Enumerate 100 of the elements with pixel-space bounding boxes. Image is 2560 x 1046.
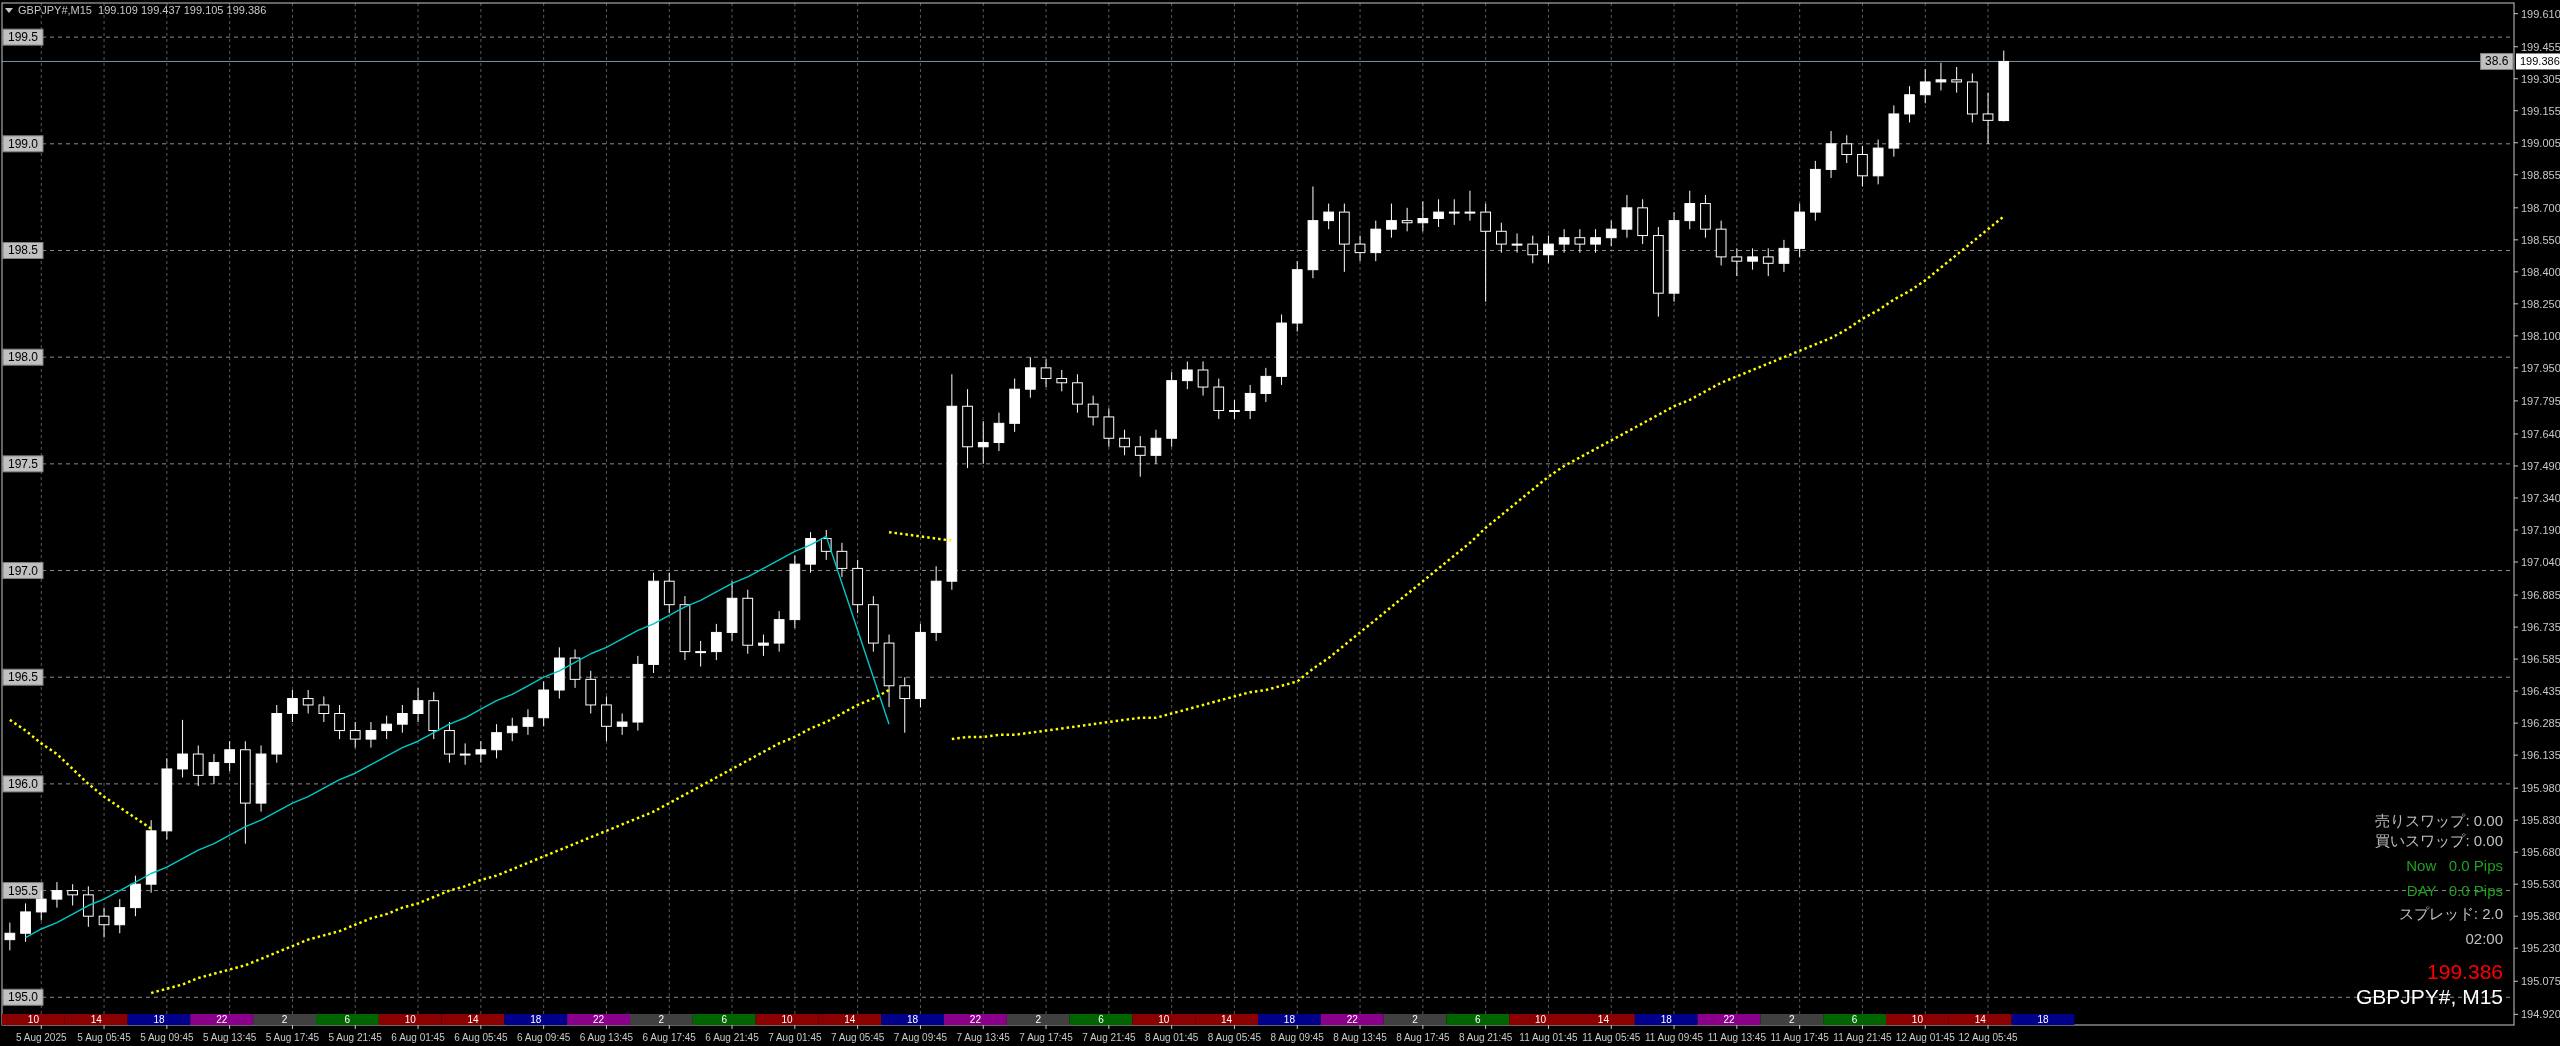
x-tick-label: 11 Aug 05:45 <box>1582 1032 1641 1043</box>
x-tick-label: 8 Aug 01:45 <box>1144 1032 1199 1043</box>
data-label: 10 <box>27 1014 40 1025</box>
data-label: 10 <box>1535 1014 1547 1025</box>
annotation: DAY 0.0 Pips <box>2406 882 2503 899</box>
x-tick-label: 11 Aug 21:45 <box>1833 1032 1892 1043</box>
x-tick-label: 7 Aug 21:45 <box>1082 1032 1136 1043</box>
candlestick <box>1605 220 1617 247</box>
line-series <box>950 215 2005 741</box>
x-tick-label: 11 Aug 09:45 <box>1644 1032 1704 1043</box>
ref-line-label: 198.0 <box>7 350 39 365</box>
data-label: 14 <box>467 1014 479 1025</box>
candlestick <box>444 721 455 764</box>
candlestick <box>1370 220 1382 262</box>
candlestick <box>1040 358 1052 388</box>
data-label: 10 <box>1158 1014 1170 1025</box>
candlestick <box>224 740 236 772</box>
candlestick <box>1982 92 1994 145</box>
line-series <box>8 718 153 830</box>
candlestick <box>1495 222 1507 254</box>
x-tick-label: 5 Aug 09:45 <box>140 1032 194 1043</box>
candlestick <box>710 623 722 661</box>
candlestick <box>491 723 502 759</box>
candlestick <box>82 885 94 928</box>
candlestick <box>899 676 911 734</box>
annotation: 売りスワップ: 0.00 <box>2375 812 2503 829</box>
candlestick <box>773 610 785 653</box>
candlestick <box>601 695 612 742</box>
annotation: スプレッド: 2.0 <box>2398 905 2503 922</box>
candlestick <box>993 412 1005 452</box>
candlestick <box>695 640 707 668</box>
x-tick-label: 6 Aug 21:45 <box>705 1032 760 1043</box>
candlestick <box>1857 145 1868 187</box>
data-label: 18 <box>530 1014 542 1025</box>
x-tick-label: 11 Aug 17:45 <box>1770 1032 1830 1043</box>
annotation: 38.6 <box>2485 54 2509 69</box>
candlestick <box>1464 190 1476 222</box>
x-tick-label: 6 Aug 17:45 <box>642 1032 697 1043</box>
candlestick <box>1558 228 1570 254</box>
candlestick <box>1448 198 1460 226</box>
candlestick <box>1935 62 1947 91</box>
y-tick-label: 199.610 <box>2521 7 2560 20</box>
candlestick <box>208 753 220 785</box>
annotation: 02:00 <box>2465 930 2503 947</box>
candlestick <box>1919 68 1931 104</box>
y-tick-label: 198.550 <box>2521 233 2560 246</box>
candlestick <box>1024 356 1036 399</box>
annotation: 買いスワップ: 0.00 <box>2375 832 2503 849</box>
ref-line-label: 199.386 <box>2520 55 2560 68</box>
candlestick <box>1181 360 1193 390</box>
candlestick <box>569 648 581 689</box>
data-label: 10 <box>781 1014 793 1025</box>
candlestick <box>1229 399 1240 420</box>
candlestick <box>1056 369 1068 392</box>
x-tick-label: 7 Aug 01:45 <box>768 1032 822 1043</box>
x-tick-label: 8 Aug 13:45 <box>1333 1032 1388 1043</box>
candlestick <box>1417 200 1429 232</box>
data-label: 14 <box>1597 1014 1610 1025</box>
candlestick <box>20 902 31 943</box>
data-label: 22 <box>216 1014 228 1025</box>
x-tick-label: 7 Aug 05:45 <box>830 1032 885 1043</box>
x-tick-label: 6 Aug 05:45 <box>454 1032 508 1043</box>
ref-line-label: 197.5 <box>7 456 39 471</box>
ref-line-label: 198.5 <box>7 243 39 258</box>
data-label: 22 <box>1346 1014 1359 1025</box>
candlestick <box>67 883 79 907</box>
y-tick-label: 195.830 <box>2521 814 2560 827</box>
y-tick-label: 195.380 <box>2521 910 2560 923</box>
candlestick <box>1260 367 1272 403</box>
x-tick-label: 6 Aug 01:45 <box>391 1032 446 1043</box>
candlestick <box>1087 395 1099 426</box>
candlestick <box>1244 384 1256 420</box>
data-label: 6 <box>1851 1014 1858 1025</box>
candlestick <box>365 721 377 749</box>
candlestick <box>1574 228 1586 254</box>
data-label: 18 <box>1283 1014 1296 1025</box>
candlestick <box>1197 360 1209 397</box>
candlestick <box>758 634 769 657</box>
data-label: 22 <box>1723 1014 1735 1025</box>
y-tick-label: 196.585 <box>2521 653 2560 666</box>
candlestick <box>1621 194 1633 239</box>
candlestick <box>318 695 330 723</box>
y-tick-label: 198.855 <box>2521 168 2560 181</box>
chart-title: GBPJPY#,M15 199.109 199.437 199.105 199.386 <box>18 4 267 16</box>
candlestick <box>1213 378 1225 420</box>
candlestick <box>396 704 408 734</box>
data-label: 22 <box>969 1014 982 1025</box>
data-label: 6 <box>344 1014 351 1025</box>
candlestick <box>1731 247 1743 277</box>
data-label: 2 <box>281 1014 288 1025</box>
candlestick <box>1401 207 1413 232</box>
candlestick <box>4 922 16 951</box>
candlestick <box>1433 198 1444 228</box>
y-tick-label: 194.920 <box>2521 1008 2560 1021</box>
data-label: 10 <box>404 1014 417 1025</box>
candlestick <box>836 542 848 578</box>
y-tick-label: 197.490 <box>2521 459 2560 472</box>
y-tick-label: 195.680 <box>2521 846 2560 859</box>
candlestick <box>1103 407 1115 448</box>
data-label: 18 <box>907 1014 919 1025</box>
